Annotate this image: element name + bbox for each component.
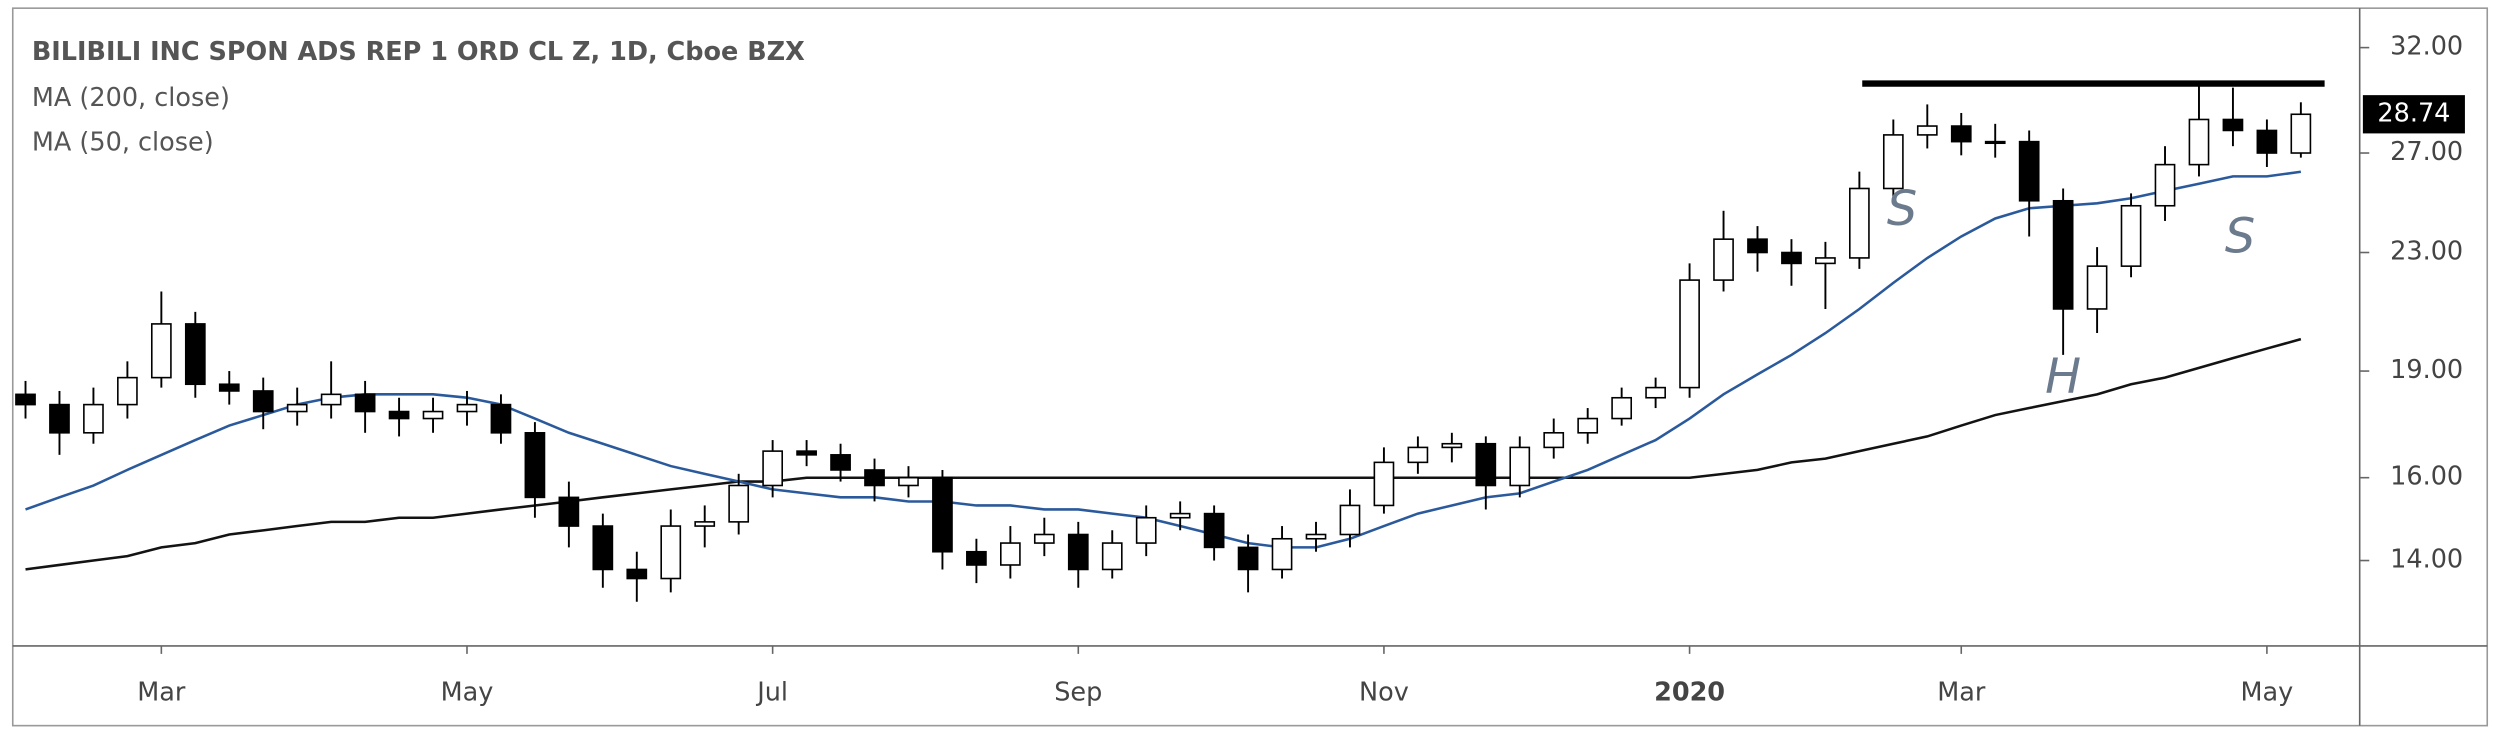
x-tick-label: 2020: [1654, 678, 1725, 708]
candle-body: [184, 323, 206, 386]
pattern-label: S: [1887, 182, 1917, 237]
frame: [11, 7, 2489, 727]
candle-body: [1271, 537, 1293, 571]
candle-body: [1305, 533, 1327, 540]
x-tick-label: May: [2241, 678, 2294, 708]
candle-body: [490, 403, 512, 434]
candle-body: [1815, 257, 1836, 265]
candle-body: [286, 403, 308, 413]
chart-title: BILIBILI INC SPON ADS REP 1 ORD CL Z, 1D…: [32, 37, 805, 67]
candle-body: [2256, 129, 2278, 154]
candle-body: [1033, 533, 1055, 544]
x-tick-label: Nov: [1359, 678, 1409, 708]
candle-body: [1781, 251, 1802, 265]
candle-body: [660, 525, 682, 580]
candle-body: [150, 323, 172, 379]
candle-body: [1237, 546, 1259, 571]
candle-body: [1475, 442, 1497, 487]
candle-body: [728, 484, 750, 523]
pattern-label: S: [2225, 209, 2255, 264]
x-tick-label: Mar: [137, 678, 186, 708]
candle-body: [1339, 504, 1361, 536]
y-tick-label: 27.00: [2390, 137, 2463, 167]
candle-body: [1441, 442, 1463, 449]
candle-body: [1509, 446, 1531, 487]
candle-body: [898, 476, 919, 487]
pattern-label: H: [2045, 350, 2081, 405]
candle-body: [1101, 542, 1123, 571]
candle-body: [1747, 238, 1768, 254]
candle-body: [456, 403, 478, 413]
y-tick-label: 19.00: [2390, 355, 2463, 385]
candle-body: [1645, 386, 1666, 399]
candle-body: [354, 393, 376, 413]
x-tick-label: May: [441, 678, 494, 708]
candle-body: [2018, 140, 2040, 202]
candle-body: [422, 410, 444, 420]
candle-body: [1882, 134, 1904, 190]
candle-body: [252, 390, 274, 413]
candle-body: [1849, 187, 1870, 259]
candle-body: [932, 476, 953, 553]
candle-body: [558, 496, 580, 527]
candle-body: [524, 432, 546, 499]
candle-body: [1916, 125, 1938, 136]
x-tick-label: Mar: [1937, 678, 1986, 708]
y-tick-label: 23.00: [2390, 237, 2463, 267]
candle-body: [1713, 238, 1734, 281]
candle-body: [2052, 199, 2074, 310]
candle-body: [626, 568, 648, 580]
candle-body: [1950, 125, 1972, 143]
candle-body: [864, 469, 885, 487]
legend-entry: MA (200, close): [32, 83, 230, 113]
candle-body: [1679, 279, 1700, 389]
candle-body: [1577, 417, 1599, 434]
candle-body: [2290, 113, 2312, 154]
candle-body: [830, 454, 851, 471]
candle-body: [796, 450, 817, 456]
candle-body: [1984, 140, 2006, 145]
last-price-label: 28.74: [2377, 98, 2450, 128]
ma-line: [25, 337, 2302, 571]
ma-line: [25, 170, 2302, 549]
y-tick-label: 14.00: [2390, 545, 2463, 575]
x-tick-label: Jul: [755, 678, 788, 708]
candle-body: [694, 521, 716, 527]
candle-body: [762, 450, 784, 487]
legend-entry: MA (50, close): [32, 128, 214, 158]
y-tick-label: 32.00: [2390, 32, 2463, 62]
candle-body: [117, 376, 138, 406]
candle-body: [218, 383, 240, 392]
y-tick-label: 16.00: [2390, 462, 2463, 492]
candle-body: [2154, 163, 2176, 207]
candle-body: [966, 550, 987, 566]
candle-body: [1067, 533, 1089, 571]
candle-body: [320, 393, 342, 406]
candle-body: [1203, 512, 1225, 549]
candle-body: [1169, 512, 1191, 519]
candle-body: [388, 410, 410, 420]
candle-body: [1407, 446, 1429, 464]
candle-body: [2120, 204, 2142, 267]
candle-body: [2222, 118, 2244, 132]
candle-body: [49, 403, 70, 434]
candle-body: [592, 525, 614, 571]
candle-body: [1373, 461, 1395, 507]
candle-body: [15, 393, 36, 406]
candle-body: [1543, 432, 1565, 449]
candle-body: [1000, 542, 1021, 566]
last-price-tag: [2362, 95, 2465, 134]
candle-body: [83, 403, 104, 434]
candle-body: [1135, 516, 1157, 544]
candle-body: [2086, 265, 2108, 310]
candle-body: [1611, 396, 1633, 420]
x-tick-label: Sep: [1054, 678, 1102, 708]
candle-body: [2188, 118, 2210, 166]
